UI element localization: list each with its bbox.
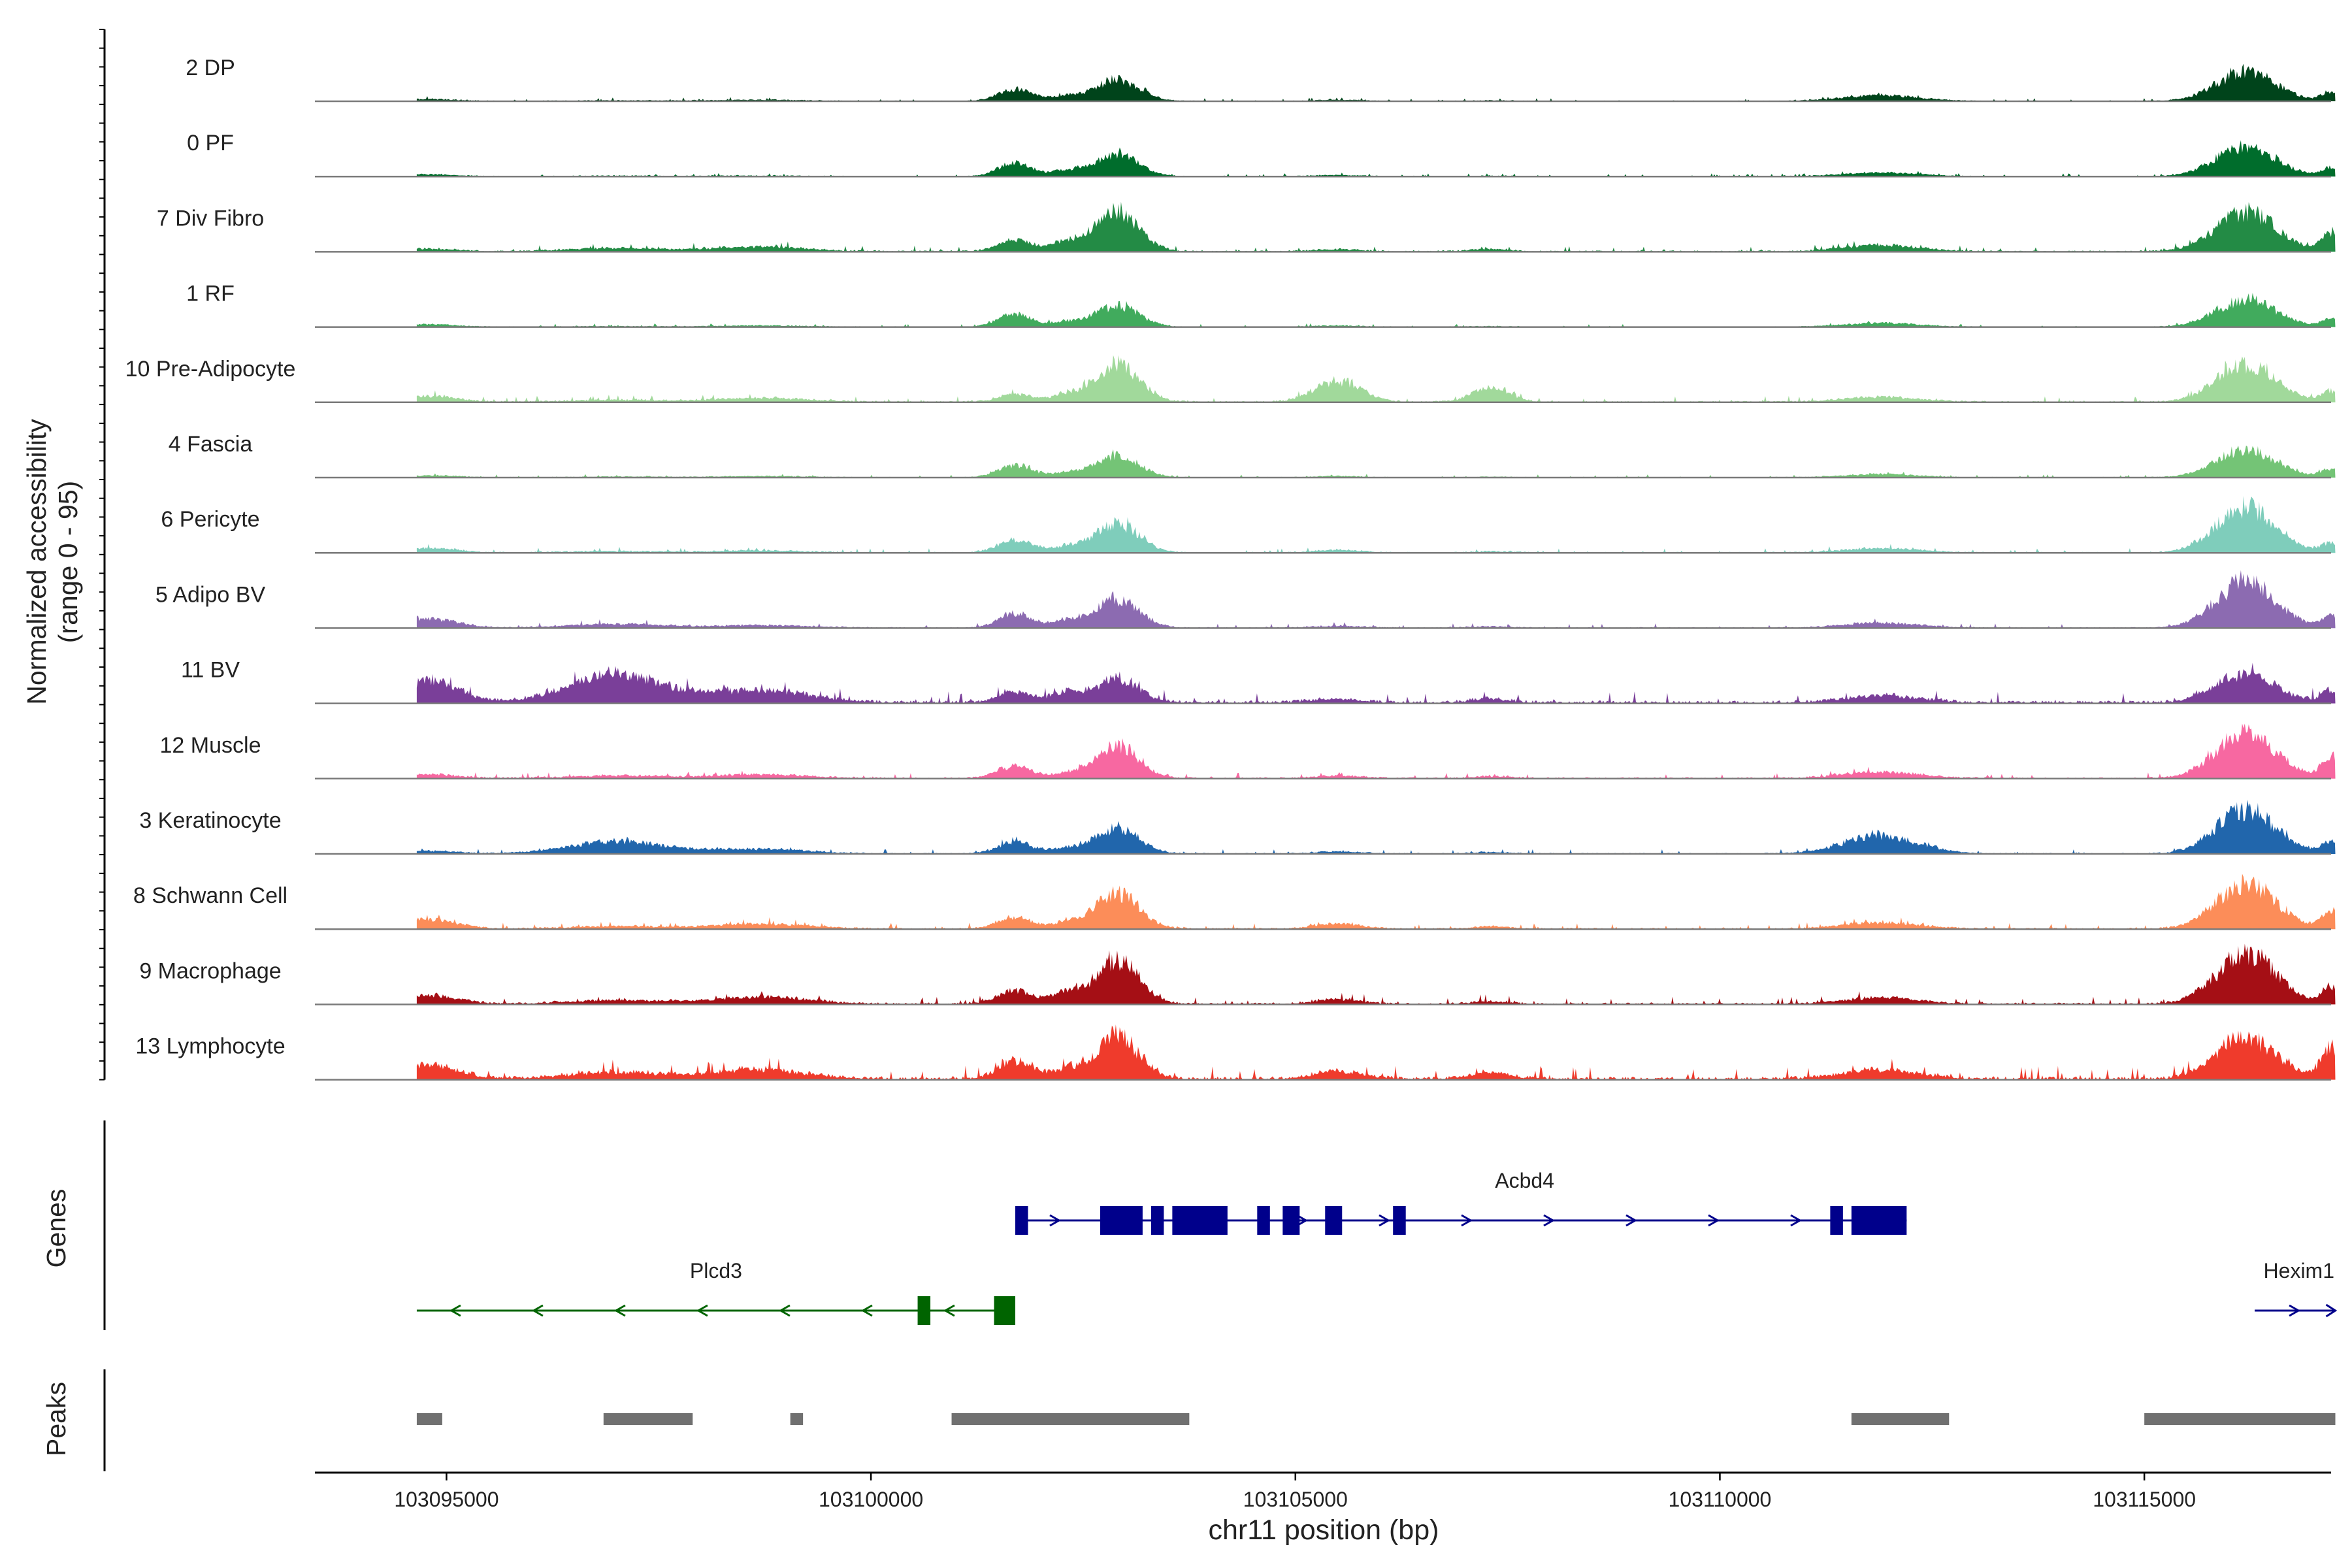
coverage-area-8	[416, 662, 2336, 704]
strand-arrow	[943, 1304, 955, 1317]
accessibility-tracks: 2 DP 0 PF 7 Div Fibro 1 RF 10 Pre-Adipocyte 4…	[125, 56, 2336, 1081]
coverage-area-6	[416, 496, 2336, 553]
track-2: 7 Div Fibro	[157, 201, 2336, 253]
strand-arrow	[1049, 1214, 1062, 1227]
x-tick-label: 103105000	[1243, 1488, 1348, 1511]
gene-exon	[1325, 1206, 1343, 1235]
coverage-area-10	[416, 800, 2336, 854]
peaks-track-label: Peaks	[41, 1382, 71, 1456]
track-3: 1 RF	[186, 282, 2336, 328]
track-label-10: 3 Keratinocyte	[139, 808, 281, 833]
genes-track: Acbd4 Plcd3 Hexim1	[103, 1120, 2338, 1330]
y-axis-subtitle: (range 0 - 95)	[53, 481, 83, 643]
gene-exon	[917, 1296, 931, 1325]
track-label-4: 10 Pre-Adipocyte	[125, 357, 296, 382]
track-label-9: 12 Muscle	[160, 733, 261, 758]
track-label-7: 5 Adipo BV	[155, 582, 266, 607]
track-12: 9 Macrophage	[139, 943, 2336, 1005]
genes-track-label: Genes	[41, 1189, 71, 1268]
peak-3	[951, 1413, 1190, 1425]
track-1: 0 PF	[187, 131, 2336, 178]
gene-label-acbd4: Acbd4	[1495, 1169, 1554, 1192]
gene-exon	[1015, 1206, 1028, 1235]
peak-1	[603, 1413, 693, 1425]
peaks-track	[103, 1369, 2336, 1471]
track-label-5: 4 Fascia	[169, 432, 253, 457]
gene-label-hexim1: Hexim1	[2264, 1259, 2334, 1282]
strand-arrow	[531, 1304, 544, 1317]
track-10: 3 Keratinocyte	[139, 800, 2336, 855]
track-label-2: 7 Div Fibro	[157, 206, 264, 231]
peak-4	[1851, 1413, 1950, 1425]
track-9: 12 Muscle	[160, 723, 2336, 780]
track-label-13: 13 Lymphocyte	[135, 1034, 285, 1059]
x-axis-title: chr11 position (bp)	[1209, 1514, 1439, 1546]
peak-5	[2144, 1413, 2336, 1425]
x-axis: 103095000 103100000 103105000 103110000 1031…	[315, 1471, 2331, 1511]
coverage-area-13	[416, 1024, 2336, 1080]
strand-arrow	[1379, 1214, 1391, 1227]
gene-exon	[1151, 1206, 1164, 1235]
strand-arrow	[613, 1304, 626, 1317]
coverage-area-9	[416, 723, 2336, 779]
track-5: 4 Fascia	[169, 432, 2336, 479]
coverage-area-4	[416, 355, 2336, 402]
track-label-12: 9 Macrophage	[139, 958, 281, 983]
strand-arrow	[1708, 1214, 1720, 1227]
track-13: 13 Lymphocyte	[135, 1024, 2336, 1081]
coverage-area-0	[416, 63, 2336, 101]
strand-arrow	[696, 1304, 708, 1317]
gene-exon	[1851, 1206, 1907, 1235]
strand-arrow	[1461, 1214, 1473, 1227]
x-tick-label: 103100000	[819, 1488, 923, 1511]
track-label-11: 8 Schwann Cell	[133, 883, 287, 908]
track-4: 10 Pre-Adipocyte	[125, 355, 2336, 404]
coverage-area-12	[416, 943, 2336, 1005]
track-6: 6 Pericyte	[161, 496, 2336, 554]
track-0: 2 DP	[186, 56, 2336, 103]
peak-2	[790, 1413, 804, 1425]
gene-plcd3: Plcd3	[416, 1259, 1015, 1325]
gene-exon	[1257, 1206, 1270, 1235]
gene-label-plcd3: Plcd3	[690, 1259, 742, 1282]
strand-arrow	[1625, 1214, 1638, 1227]
coverage-area-2	[416, 201, 2336, 252]
x-tick-label: 103110000	[1669, 1488, 1772, 1511]
strand-arrow	[1543, 1214, 1556, 1227]
y-axis-title: Normalized accessibility	[22, 419, 52, 705]
gene-exon	[1100, 1206, 1143, 1235]
x-tick-label: 103095000	[394, 1488, 498, 1511]
coverage-area-7	[416, 570, 2336, 629]
track-11: 8 Schwann Cell	[133, 874, 2336, 930]
gene-exon	[1393, 1206, 1406, 1235]
strand-arrow	[1296, 1214, 1309, 1227]
track-8: 11 BV	[181, 658, 2336, 704]
track-label-6: 6 Pericyte	[161, 507, 259, 532]
x-tick-label: 103115000	[2093, 1488, 2196, 1511]
track-label-8: 11 BV	[181, 658, 240, 683]
tracks-y-axis	[99, 29, 106, 1081]
gene-exon	[1172, 1206, 1228, 1235]
gene-exon	[1282, 1206, 1300, 1235]
gene-hexim1: Hexim1	[2255, 1259, 2338, 1318]
gene-acbd4: Acbd4	[1015, 1169, 1907, 1235]
coverage-area-5	[416, 446, 2336, 478]
strand-arrow	[860, 1304, 873, 1317]
gene-exon	[994, 1296, 1015, 1325]
track-7: 5 Adipo BV	[155, 570, 2336, 629]
peak-0	[416, 1413, 442, 1425]
coverage-area-11	[416, 874, 2336, 930]
strand-arrow	[2325, 1303, 2338, 1318]
track-label-0: 2 DP	[186, 56, 235, 80]
coverage-area-3	[416, 293, 2336, 327]
strand-arrow	[778, 1304, 791, 1317]
strand-arrow	[1790, 1214, 1803, 1227]
coverage-area-1	[416, 140, 2336, 177]
strand-arrow	[449, 1304, 461, 1317]
gene-exon	[1830, 1206, 1843, 1235]
strand-arrow	[2289, 1304, 2301, 1317]
track-label-1: 0 PF	[187, 131, 234, 155]
track-label-3: 1 RF	[186, 282, 235, 306]
